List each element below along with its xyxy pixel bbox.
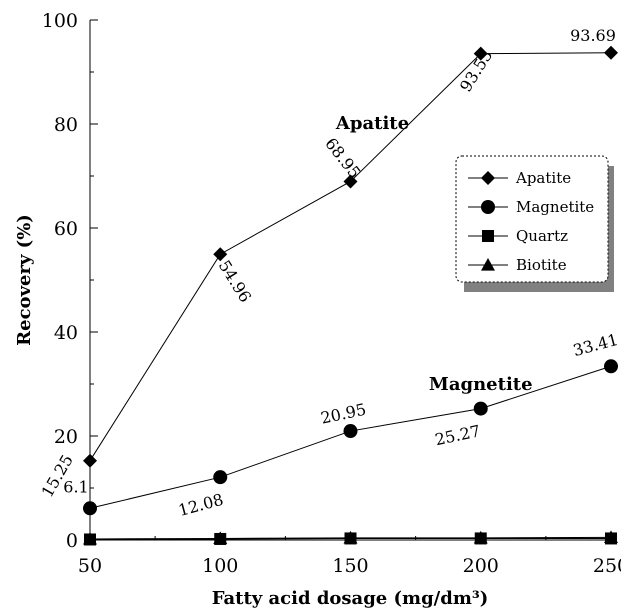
data-label-apatite: 93.69 <box>570 26 616 45</box>
y-tick-label: 0 <box>66 530 78 552</box>
x-tick-label: 50 <box>78 555 102 577</box>
legend-marker-apatite <box>481 171 495 185</box>
data-label-magnetite: 6.1 <box>63 477 88 496</box>
y-tick-label: 20 <box>54 426 78 448</box>
data-label-apatite: 54.96 <box>215 257 255 306</box>
x-tick-label: 200 <box>463 555 499 577</box>
x-axis-title: Fatty acid dosage (mg/dm³) <box>212 588 489 609</box>
data-point-biotite <box>473 530 488 544</box>
x-tick-label: 150 <box>332 555 368 577</box>
y-tick-label: 60 <box>54 218 78 240</box>
y-tick-label: 100 <box>42 10 78 32</box>
data-label-apatite: 93.53 <box>456 46 496 95</box>
data-point-biotite <box>604 530 618 543</box>
data-point-apatite <box>213 247 228 262</box>
data-point-apatite <box>604 45 618 60</box>
legend-label-biotite: Biotite <box>516 256 567 274</box>
legend-marker-biotite <box>481 258 495 271</box>
data-point-biotite <box>213 531 228 545</box>
data-label-magnetite: 25.27 <box>433 421 482 449</box>
series-annotations: Apatite Magnetite <box>335 113 533 395</box>
y-tick-label: 40 <box>54 322 78 344</box>
axes: 0 20 40 60 80 100 50 100 150 200 250 <box>42 10 621 577</box>
legend-label-quartz: Quartz <box>516 227 568 245</box>
data-label-magnetite: 20.95 <box>319 400 368 428</box>
legend-box <box>455 155 609 283</box>
data-point-apatite <box>83 453 97 468</box>
x-tick-label: 250 <box>593 555 621 577</box>
series-markers <box>83 45 618 546</box>
data-label-apatite: 68.95 <box>321 134 364 182</box>
series-annotation-magnetite: Magnetite <box>429 374 533 395</box>
data-label-magnetite: 33.41 <box>571 330 620 360</box>
data-point-magnetite <box>343 424 358 439</box>
data-point-magnetite <box>473 401 488 416</box>
x-tick-label: 100 <box>202 555 238 577</box>
data-point-magnetite <box>83 501 97 516</box>
data-label-magnetite: 12.08 <box>176 490 225 520</box>
data-point-magnetite <box>604 359 618 374</box>
y-axis-title: Recovery (%) <box>14 214 35 346</box>
data-point-magnetite <box>213 470 228 485</box>
series-annotation-apatite: Apatite <box>335 113 409 134</box>
legend: Apatite Magnetite Quartz Biotite <box>455 155 614 292</box>
data-point-biotite <box>83 531 97 545</box>
data-point-biotite <box>343 530 358 544</box>
legend-label-apatite: Apatite <box>515 169 571 187</box>
legend-label-magnetite: Magnetite <box>516 198 594 216</box>
data-point-apatite <box>343 174 358 189</box>
legend-marker-quartz <box>482 230 494 242</box>
data-point-apatite <box>473 46 488 61</box>
legend-marker-magnetite <box>481 200 495 214</box>
y-tick-label: 80 <box>54 114 78 136</box>
